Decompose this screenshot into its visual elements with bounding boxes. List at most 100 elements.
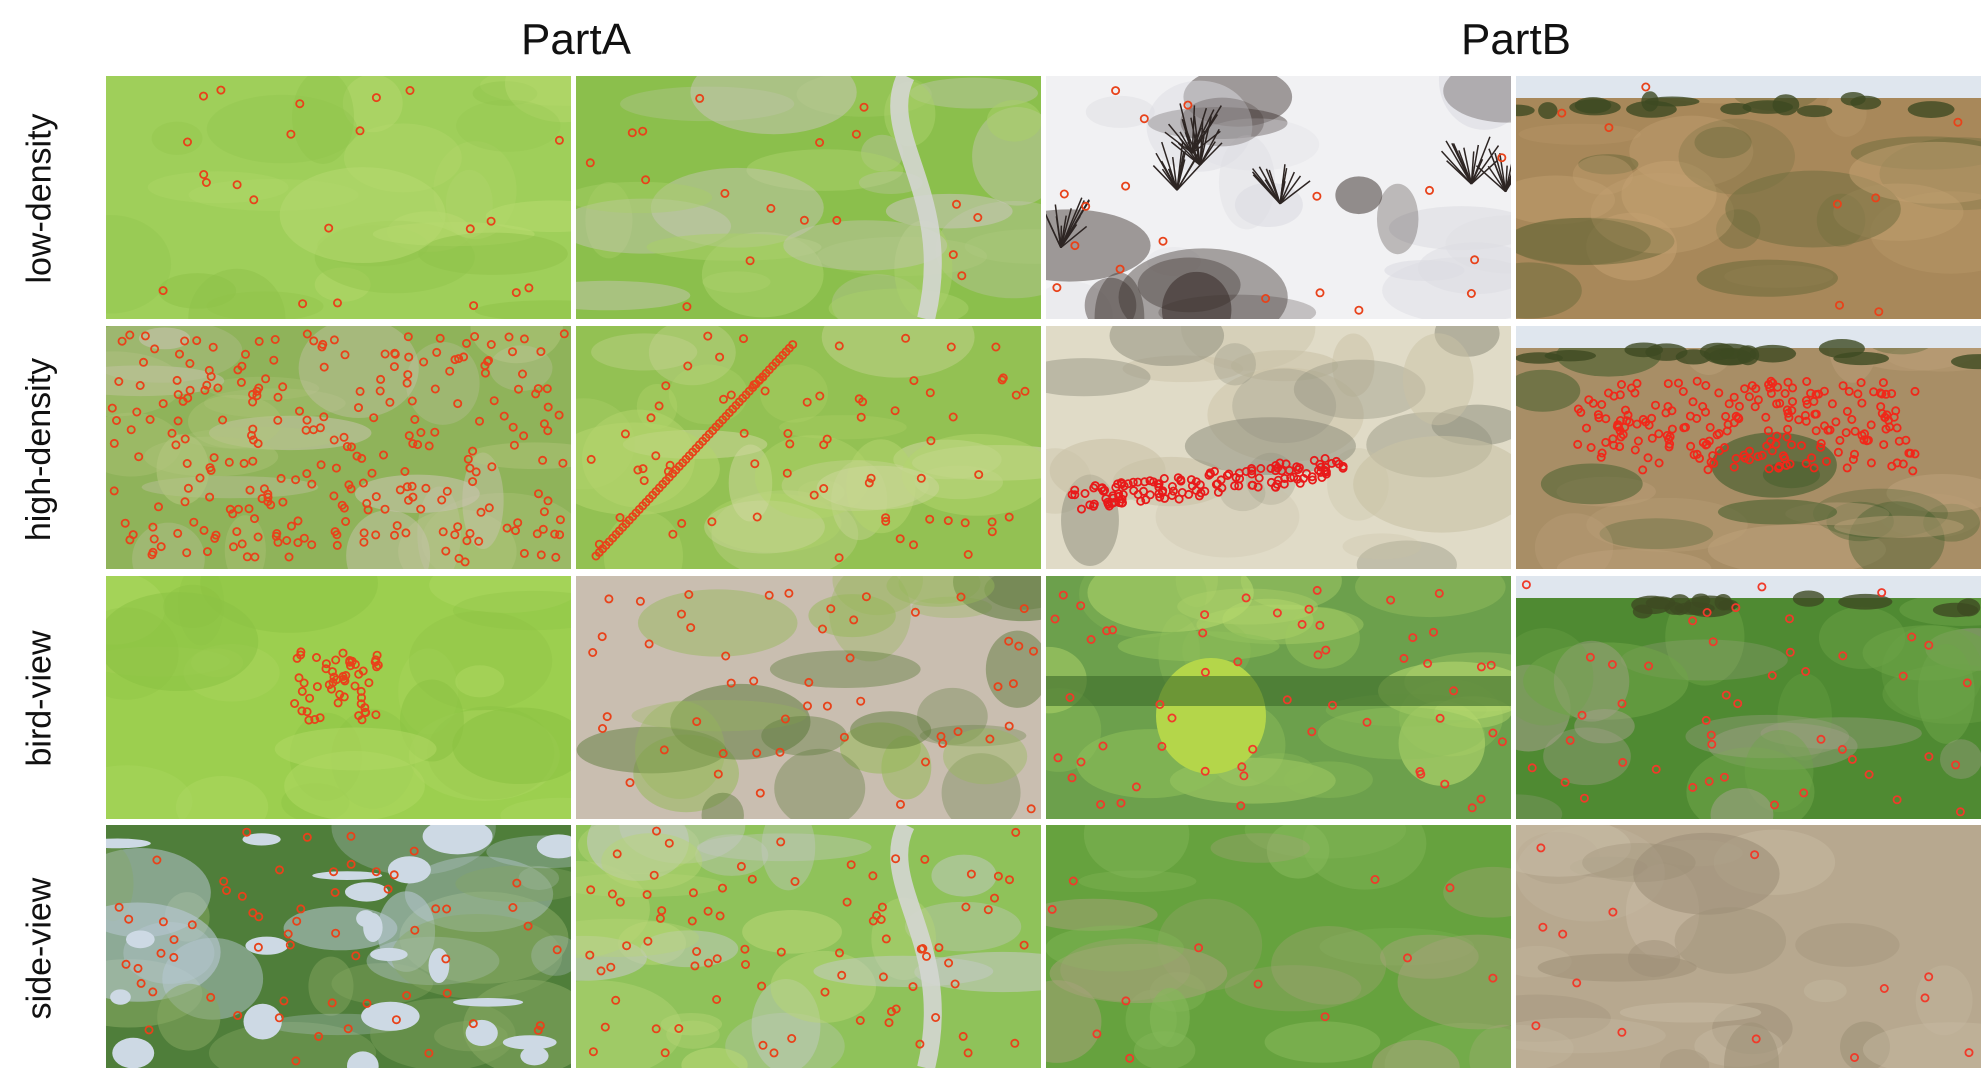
annotation-marker — [1702, 608, 1712, 618]
annotation-marker — [1951, 760, 1961, 770]
annotation-marker — [1887, 389, 1897, 399]
annotation-marker — [185, 359, 195, 369]
annotation-marker — [1601, 437, 1611, 447]
annotation-marker — [468, 477, 478, 487]
annotation-marker — [1613, 420, 1623, 430]
annotation-marker — [1907, 632, 1917, 642]
annotation-marker — [1772, 431, 1782, 441]
annotation-marker — [200, 385, 210, 395]
annotation-marker — [270, 334, 280, 344]
annotation-marker — [286, 521, 296, 531]
annotation-marker — [279, 996, 289, 1006]
annotation-marker — [1121, 996, 1131, 1006]
annotation-marker — [533, 489, 543, 499]
annotation-marker — [450, 530, 460, 540]
annotation-marker — [293, 516, 303, 526]
annotation-marker — [350, 681, 360, 691]
annotation-marker — [1058, 590, 1068, 600]
annotation-marker — [152, 855, 162, 865]
annotation-marker — [1019, 940, 1029, 950]
annotation-marker — [329, 867, 339, 877]
annotation-marker — [1488, 728, 1498, 738]
annotation-marker — [1825, 425, 1835, 435]
annotation-marker — [1312, 191, 1322, 201]
annotation-marker — [726, 678, 736, 688]
annotation-marker — [339, 503, 349, 513]
photo-panel-grass-river-dense — [106, 326, 571, 569]
annotation-marker — [219, 876, 229, 886]
annotation-marker — [738, 334, 748, 344]
annotation-marker — [524, 283, 534, 293]
annotation-marker — [1184, 489, 1194, 499]
photo-riverbed-cliff — [576, 576, 1041, 819]
annotation-marker — [109, 486, 119, 496]
annotation-marker — [1158, 236, 1168, 246]
annotation-marker — [253, 439, 263, 449]
annotation-marker — [1772, 399, 1782, 409]
annotation-marker — [511, 288, 521, 298]
annotation-marker — [815, 391, 825, 401]
annotation-marker — [1679, 423, 1689, 433]
annotation-marker — [462, 536, 472, 546]
annotation-marker — [504, 332, 514, 342]
annotation-marker — [535, 1021, 545, 1031]
annotation-marker — [674, 1023, 684, 1033]
annotation-marker — [1198, 628, 1208, 638]
photo-panel-riverbed-cliff — [576, 576, 1041, 819]
annotation-marker — [117, 336, 127, 346]
annotation-marker — [703, 958, 713, 968]
annotation-marker — [254, 383, 264, 393]
annotation-marker — [620, 429, 630, 439]
annotation-marker — [1248, 744, 1258, 754]
annotation-marker — [112, 416, 121, 426]
annotation-marker — [201, 178, 211, 188]
annotation-marker — [331, 463, 341, 473]
annotation-marker — [371, 492, 381, 502]
annotation-marker — [963, 1048, 973, 1058]
annotation-marker — [1176, 476, 1186, 486]
annotation-marker — [180, 336, 190, 346]
annotation-marker — [764, 590, 774, 600]
annotation-marker — [1842, 463, 1852, 473]
photo-panel-snow-bushes — [1046, 76, 1511, 319]
annotation-marker — [408, 492, 418, 502]
annotation-marker — [1059, 189, 1069, 199]
annotation-marker — [1809, 397, 1819, 407]
annotation-marker — [1004, 636, 1014, 646]
annotation-marker — [468, 1019, 478, 1029]
annotation-marker — [172, 375, 182, 385]
annotation-marker — [273, 415, 283, 425]
annotation-marker — [1673, 378, 1683, 388]
annotation-marker — [622, 941, 632, 951]
annotation-marker — [1282, 695, 1292, 705]
annotation-marker — [1497, 153, 1507, 163]
annotation-marker — [1159, 473, 1169, 483]
annotation-marker — [973, 212, 983, 222]
annotation-marker — [1733, 413, 1743, 423]
annotation-marker — [747, 874, 757, 884]
annotation-marker — [327, 998, 337, 1008]
annotation-marker — [158, 917, 168, 927]
annotation-marker — [1864, 769, 1874, 779]
annotation-marker — [766, 203, 776, 213]
annotation-marker — [1320, 453, 1330, 463]
annotation-marker — [1688, 616, 1698, 626]
annotation-marker — [1850, 426, 1860, 436]
annotation-marker — [920, 854, 930, 864]
annotation-marker — [1644, 661, 1654, 671]
annotation-marker — [232, 527, 242, 537]
annotation-marker — [1119, 481, 1129, 491]
annotation-marker — [1584, 395, 1594, 405]
annotation-marker — [1070, 241, 1080, 251]
annotation-marker — [330, 888, 340, 898]
annotation-marker — [1892, 795, 1902, 805]
annotation-marker — [1630, 388, 1640, 398]
annotation-marker — [692, 717, 702, 727]
annotation-marker — [1753, 452, 1763, 462]
annotation-marker — [438, 527, 448, 537]
annotation-marker — [559, 329, 569, 339]
annotation-marker — [332, 530, 342, 540]
annotation-marker — [1708, 637, 1718, 647]
annotation-marker — [555, 515, 565, 525]
annotation-marker — [745, 256, 755, 266]
